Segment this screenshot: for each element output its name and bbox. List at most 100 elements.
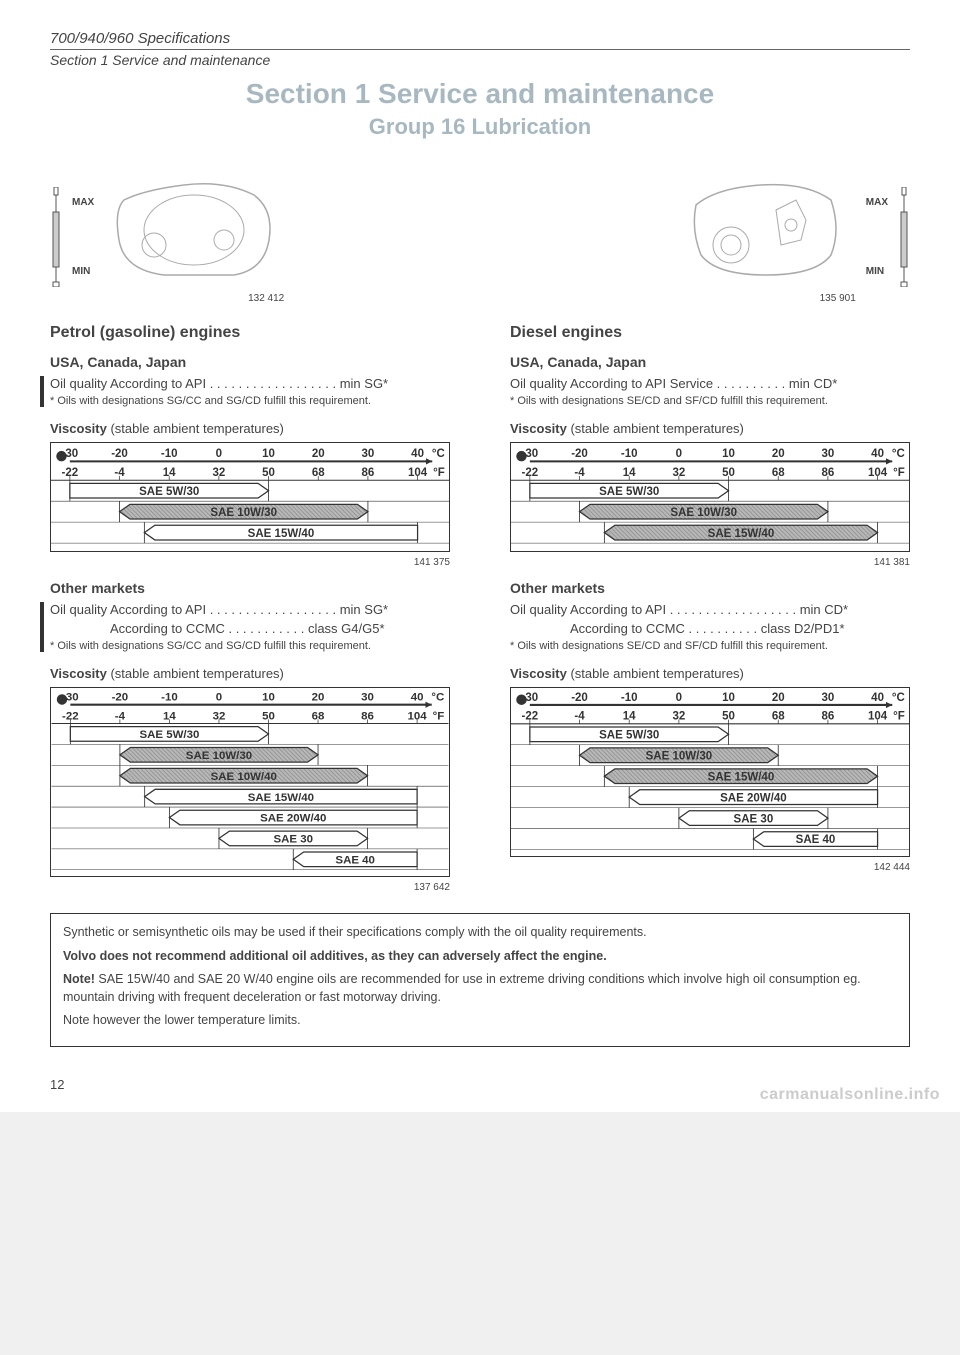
svg-text:°F: °F <box>893 467 905 479</box>
svg-text:-10: -10 <box>621 448 638 460</box>
note-box: Synthetic or semisynthetic oils may be u… <box>50 913 910 1047</box>
svg-text:10: 10 <box>722 448 735 460</box>
svg-text:-30: -30 <box>62 448 79 460</box>
petrol-usa-oil: Oil quality According to API . . . . . .… <box>50 376 450 391</box>
petrol-other-oil: Oil quality According to API . . . . . .… <box>50 602 450 617</box>
svg-text:20: 20 <box>772 692 785 704</box>
svg-text:-10: -10 <box>161 692 178 704</box>
svg-text:SAE 10W/30: SAE 10W/30 <box>646 750 713 762</box>
svg-text:°C: °C <box>432 448 445 460</box>
svg-text:30: 30 <box>361 448 374 460</box>
svg-text:°C: °C <box>431 692 444 704</box>
diesel-fig-num: 135 901 <box>676 293 856 304</box>
svg-text:SAE 10W/30: SAE 10W/30 <box>210 507 277 519</box>
svg-text:-30: -30 <box>62 692 79 704</box>
svg-text:0: 0 <box>216 692 222 704</box>
diesel-usa-footnote: * Oils with designations SE/CD and SF/CD… <box>510 395 910 407</box>
svg-text:-20: -20 <box>111 448 128 460</box>
svg-text:40: 40 <box>871 692 884 704</box>
svg-text:-20: -20 <box>571 448 588 460</box>
svg-text:°F: °F <box>893 711 905 723</box>
svg-text:0: 0 <box>676 692 682 704</box>
doc-subtitle: Section 1 Service and maintenance <box>50 49 910 68</box>
svg-text:-10: -10 <box>161 448 178 460</box>
svg-text:SAE 5W/30: SAE 5W/30 <box>139 729 199 741</box>
group-title: Group 16 Lubrication <box>50 114 910 140</box>
svg-text:SAE 10W/40: SAE 10W/40 <box>211 771 277 783</box>
note-p3: Note! SAE 15W/40 and SAE 20 W/40 engine … <box>63 971 897 1006</box>
svg-text:SAE 40: SAE 40 <box>796 834 836 846</box>
svg-text:-20: -20 <box>112 692 129 704</box>
petrol-usa-heading: USA, Canada, Japan <box>50 354 450 370</box>
doc-title: 700/940/960 Specifications <box>50 30 910 47</box>
diesel-column: 135 901 MAX MIN Diesel engines <box>510 170 910 893</box>
petrol-engine-icon <box>104 170 284 290</box>
svg-text:SAE 5W/30: SAE 5W/30 <box>139 486 199 498</box>
petrol-usa-visc-label: Viscosity (stable ambient temperatures) <box>50 421 450 436</box>
svg-text:-30: -30 <box>522 448 539 460</box>
max-label-2: MAX <box>866 197 888 208</box>
diesel-engine-icon <box>676 170 856 290</box>
svg-text:10: 10 <box>722 692 735 704</box>
max-label: MAX <box>72 197 94 208</box>
note-p1: Synthetic or semisynthetic oils may be u… <box>63 924 897 942</box>
svg-text:°F: °F <box>433 467 445 479</box>
svg-text:°F: °F <box>433 710 445 722</box>
svg-text:SAE 10W/30: SAE 10W/30 <box>670 507 737 519</box>
svg-text:°C: °C <box>892 692 905 704</box>
petrol-figure: MAX MIN 132 412 <box>50 170 450 304</box>
svg-text:40: 40 <box>411 448 424 460</box>
svg-text:20: 20 <box>772 448 785 460</box>
note-p4: Note however the lower temperature limit… <box>63 1012 897 1030</box>
svg-text:SAE 30: SAE 30 <box>274 834 314 846</box>
svg-text:°C: °C <box>892 448 905 460</box>
svg-text:20: 20 <box>312 692 325 704</box>
diesel-other-visc-label: Viscosity (stable ambient temperatures) <box>510 666 910 681</box>
diesel-other-heading: Other markets <box>510 580 910 596</box>
diesel-other-footnote: * Oils with designations SE/CD and SF/CD… <box>510 640 910 652</box>
diesel-other-chart: -30-20-10010203040°C-22-41432506886104°F… <box>510 687 910 857</box>
svg-text:30: 30 <box>821 448 834 460</box>
svg-text:40: 40 <box>411 692 424 704</box>
petrol-heading: Petrol (gasoline) engines <box>50 324 450 342</box>
svg-text:0: 0 <box>676 448 682 460</box>
petrol-other-heading: Other markets <box>50 580 450 596</box>
petrol-fig-num: 132 412 <box>104 293 284 304</box>
svg-text:-20: -20 <box>571 692 588 704</box>
svg-text:SAE 15W/40: SAE 15W/40 <box>248 792 314 804</box>
svg-text:10: 10 <box>262 448 275 460</box>
diesel-usa-oil: Oil quality According to API Service . .… <box>510 376 910 391</box>
min-label-2: MIN <box>866 266 888 277</box>
svg-text:SAE 10W/30: SAE 10W/30 <box>186 750 252 762</box>
section-title: Section 1 Service and maintenance <box>50 78 910 110</box>
svg-text:SAE 5W/30: SAE 5W/30 <box>599 486 659 498</box>
diesel-figure: 135 901 MAX MIN <box>510 170 910 304</box>
svg-text:30: 30 <box>821 692 834 704</box>
svg-text:SAE 20W/40: SAE 20W/40 <box>720 792 787 804</box>
note-p2: Volvo does not recommend additional oil … <box>63 948 897 966</box>
watermark: carmanualsonline.info <box>760 1086 940 1104</box>
diesel-heading: Diesel engines <box>510 324 910 342</box>
svg-text:10: 10 <box>262 692 275 704</box>
svg-text:SAE 15W/40: SAE 15W/40 <box>708 528 775 540</box>
petrol-other-chart-num: 137 642 <box>50 882 450 893</box>
svg-text:-10: -10 <box>621 692 638 704</box>
diesel-usa-heading: USA, Canada, Japan <box>510 354 910 370</box>
petrol-column: MAX MIN 132 412 Petrol (gasoline) engine… <box>50 170 450 893</box>
svg-text:SAE 30: SAE 30 <box>734 813 774 825</box>
min-label: MIN <box>72 266 94 277</box>
diesel-other-chart-num: 142 444 <box>510 862 910 873</box>
diesel-usa-visc-label: Viscosity (stable ambient temperatures) <box>510 421 910 436</box>
svg-text:SAE 5W/30: SAE 5W/30 <box>599 729 659 741</box>
diesel-usa-chart-num: 141 381 <box>510 557 910 568</box>
petrol-usa-chart: -30-20-10010203040°C-22-41432506886104°F… <box>50 442 450 552</box>
svg-text:-30: -30 <box>522 692 539 704</box>
svg-text:SAE 15W/40: SAE 15W/40 <box>708 771 775 783</box>
petrol-other-footnote: * Oils with designations SG/CC and SG/CD… <box>50 640 450 652</box>
diesel-other-ccmc: According to CCMC . . . . . . . . . . cl… <box>510 621 910 636</box>
diesel-other-oil: Oil quality According to API . . . . . .… <box>510 602 910 617</box>
diesel-usa-chart: -30-20-10010203040°C-22-41432506886104°F… <box>510 442 910 552</box>
svg-text:30: 30 <box>361 692 374 704</box>
svg-text:SAE 20W/40: SAE 20W/40 <box>260 813 326 825</box>
petrol-usa-chart-num: 141 375 <box>50 557 450 568</box>
